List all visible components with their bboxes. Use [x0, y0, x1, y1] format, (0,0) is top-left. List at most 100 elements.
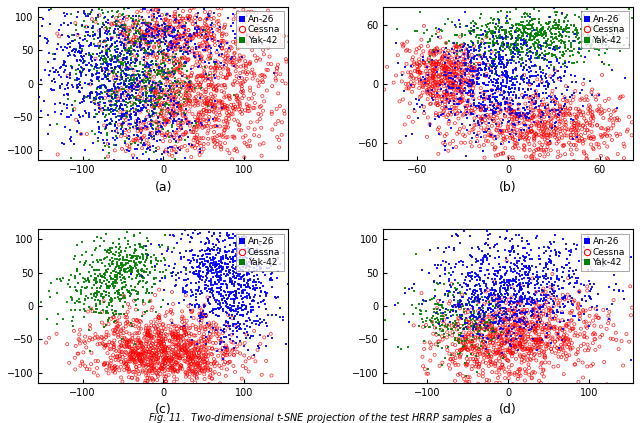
- Point: [186, 164, 196, 170]
- Point: [508, 53, 518, 60]
- Point: [145, 114, 155, 121]
- Point: [550, 338, 560, 345]
- Point: [495, 275, 505, 282]
- Point: [209, 360, 219, 367]
- Point: [99, 324, 109, 330]
- Point: [493, 309, 504, 316]
- Point: [84, 94, 95, 101]
- Point: [492, 39, 502, 46]
- Point: [484, 313, 494, 320]
- Point: [455, 53, 465, 60]
- Point: [420, 68, 431, 74]
- Point: [400, 63, 410, 70]
- Point: [494, 55, 504, 62]
- Point: [76, 131, 86, 137]
- Point: [502, 71, 512, 78]
- Point: [115, 321, 125, 327]
- Point: [499, 41, 509, 48]
- Point: [116, 63, 126, 70]
- Point: [88, 28, 98, 35]
- Point: [182, 119, 193, 126]
- Point: [587, 86, 597, 93]
- Point: [406, 79, 416, 85]
- Point: [504, 323, 514, 330]
- Point: [135, 44, 145, 50]
- Point: [100, 58, 111, 65]
- Point: [209, 294, 219, 301]
- Point: [531, 234, 541, 241]
- Point: [460, 338, 470, 345]
- Point: [534, 139, 545, 146]
- Point: [545, 284, 556, 291]
- Point: [180, 358, 191, 365]
- Point: [93, 21, 103, 27]
- Point: [116, 23, 126, 30]
- Point: [268, 277, 278, 283]
- Point: [571, 117, 581, 124]
- Point: [116, 279, 127, 286]
- Point: [495, 279, 506, 286]
- Point: [195, 370, 205, 376]
- Point: [121, 73, 131, 80]
- Point: [220, 298, 230, 305]
- Point: [215, 245, 225, 252]
- Point: [144, 82, 154, 89]
- Point: [518, 40, 529, 47]
- Point: [541, 39, 551, 46]
- Point: [236, 284, 246, 291]
- Point: [548, 24, 558, 31]
- Point: [184, 352, 195, 359]
- Point: [556, 74, 566, 81]
- Point: [462, 78, 472, 85]
- Point: [556, 44, 566, 51]
- Point: [476, 318, 486, 325]
- Point: [209, 255, 219, 262]
- Point: [461, 89, 471, 96]
- Point: [201, 86, 211, 93]
- Point: [115, 29, 125, 36]
- Point: [211, 328, 221, 335]
- Point: [476, 268, 486, 275]
- Point: [122, 339, 132, 346]
- Point: [509, 313, 520, 320]
- Point: [545, 14, 556, 21]
- Point: [158, 338, 168, 345]
- Point: [427, 94, 437, 101]
- Point: [152, 356, 162, 363]
- Point: [132, 81, 143, 88]
- Point: [167, 107, 177, 113]
- Point: [546, 59, 556, 66]
- Point: [547, 72, 557, 79]
- Point: [124, 13, 134, 19]
- Point: [121, 265, 131, 272]
- Point: [124, 354, 134, 361]
- Point: [422, 27, 433, 34]
- Point: [451, 71, 461, 77]
- Point: [468, 64, 479, 71]
- Point: [509, 121, 519, 127]
- Point: [202, 15, 212, 22]
- Point: [189, 95, 200, 102]
- Point: [455, 84, 465, 91]
- Point: [552, 58, 562, 65]
- Point: [236, 63, 246, 70]
- Point: [125, 66, 135, 72]
- Point: [138, 45, 148, 52]
- Point: [191, 326, 201, 332]
- Point: [458, 373, 468, 379]
- Point: [103, 310, 113, 317]
- Point: [566, 21, 577, 28]
- Point: [529, 148, 540, 155]
- Point: [488, 334, 498, 341]
- Point: [521, 280, 531, 286]
- Point: [63, 114, 74, 121]
- Point: [105, 121, 115, 127]
- Point: [463, 331, 473, 338]
- Point: [585, 294, 595, 300]
- Point: [468, 85, 478, 92]
- Point: [120, 29, 130, 36]
- Point: [125, 271, 136, 277]
- Point: [546, 75, 556, 82]
- Point: [59, 58, 69, 65]
- Point: [561, 262, 572, 269]
